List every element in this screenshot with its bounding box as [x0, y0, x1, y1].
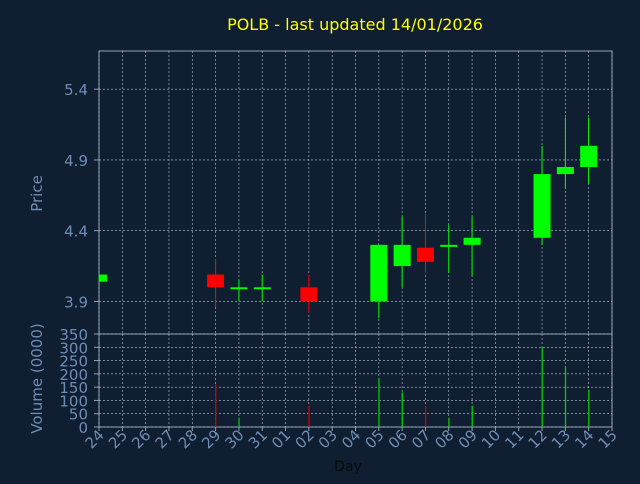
- volume-ytick-label: 50: [69, 406, 88, 424]
- volume-ytick-label: 200: [59, 366, 88, 384]
- x-axis-label: Day: [334, 459, 362, 475]
- x-tick-label-06: 06: [385, 426, 411, 452]
- price-ytick-label: 4.9: [64, 152, 88, 170]
- volume-ytick-label: 100: [59, 392, 88, 410]
- candle-body-24: [99, 274, 107, 282]
- candle-body-30: [230, 287, 248, 290]
- x-tick-label-10: 10: [478, 426, 504, 452]
- x-tick-label-30: 30: [222, 426, 248, 452]
- x-tick-label-08: 08: [431, 426, 457, 452]
- volume-bar-07: [424, 405, 427, 427]
- x-tick-label-03: 03: [315, 426, 341, 452]
- x-tick-label-15: 15: [595, 426, 621, 452]
- candle-body-08: [440, 244, 458, 247]
- x-tick-label-11: 11: [501, 426, 527, 452]
- x-tick-label-28: 28: [175, 426, 201, 452]
- volume-bar-08: [448, 417, 450, 427]
- x-tick-label-29: 29: [198, 426, 224, 452]
- volume-ytick-label: 0: [78, 419, 88, 437]
- x-tick-label-13: 13: [548, 426, 574, 452]
- volume-bar-29: [215, 384, 217, 427]
- x-tick-label-09: 09: [455, 426, 481, 452]
- price-panel: 3.9 4.4 4.9 5.4 Price: [28, 50, 613, 335]
- candle-body-13: [556, 167, 574, 175]
- candle-body-06: [393, 244, 411, 267]
- volume-axis-label: Volume (0000): [28, 323, 46, 433]
- candle-body-14: [580, 145, 598, 168]
- chart-title: POLB - last updated 14/01/2026: [227, 15, 483, 34]
- candle-body-09: [463, 237, 481, 245]
- x-tick-label-31: 31: [245, 426, 271, 452]
- candle-body-05: [370, 244, 388, 302]
- volume-bar-02: [308, 405, 310, 427]
- x-tick-label-02: 02: [291, 426, 317, 452]
- volume-ytick-label: 250: [59, 353, 88, 371]
- volume-ytick-label: 300: [59, 339, 88, 357]
- x-tick-label-27: 27: [152, 426, 178, 452]
- volume-bar-14: [588, 389, 590, 427]
- candle-body-07: [416, 247, 434, 262]
- x-tick-label-05: 05: [361, 426, 387, 452]
- price-ytick-label: 3.9: [64, 293, 88, 311]
- volume-bar-06: [401, 392, 403, 427]
- volume-bar-05: [378, 377, 380, 427]
- candle-body-02: [300, 287, 318, 302]
- price-axis-label: Price: [28, 175, 46, 212]
- price-ytick-label: 4.4: [64, 223, 88, 241]
- volume-ytick-label: 150: [59, 379, 88, 397]
- x-tick-label-01: 01: [268, 426, 294, 452]
- price-ytick-label: 5.4: [64, 81, 88, 99]
- candle-body-29: [207, 274, 225, 288]
- volume-ytick-label: 350: [59, 326, 88, 344]
- volume-bar-13: [564, 365, 567, 427]
- x-tick-label-25: 25: [105, 426, 131, 452]
- x-tick-label-12: 12: [525, 426, 551, 452]
- x-tick-label-04: 04: [338, 426, 364, 452]
- x-tick-label-07: 07: [408, 426, 434, 452]
- volume-bar-30: [238, 417, 240, 427]
- volume-bar-09: [471, 405, 473, 427]
- candle-body-12: [533, 174, 551, 238]
- volume-bar-12: [541, 347, 543, 427]
- candle-body-31: [253, 287, 271, 290]
- x-tick-label-14: 14: [571, 426, 597, 452]
- x-tick-label-26: 26: [128, 426, 154, 452]
